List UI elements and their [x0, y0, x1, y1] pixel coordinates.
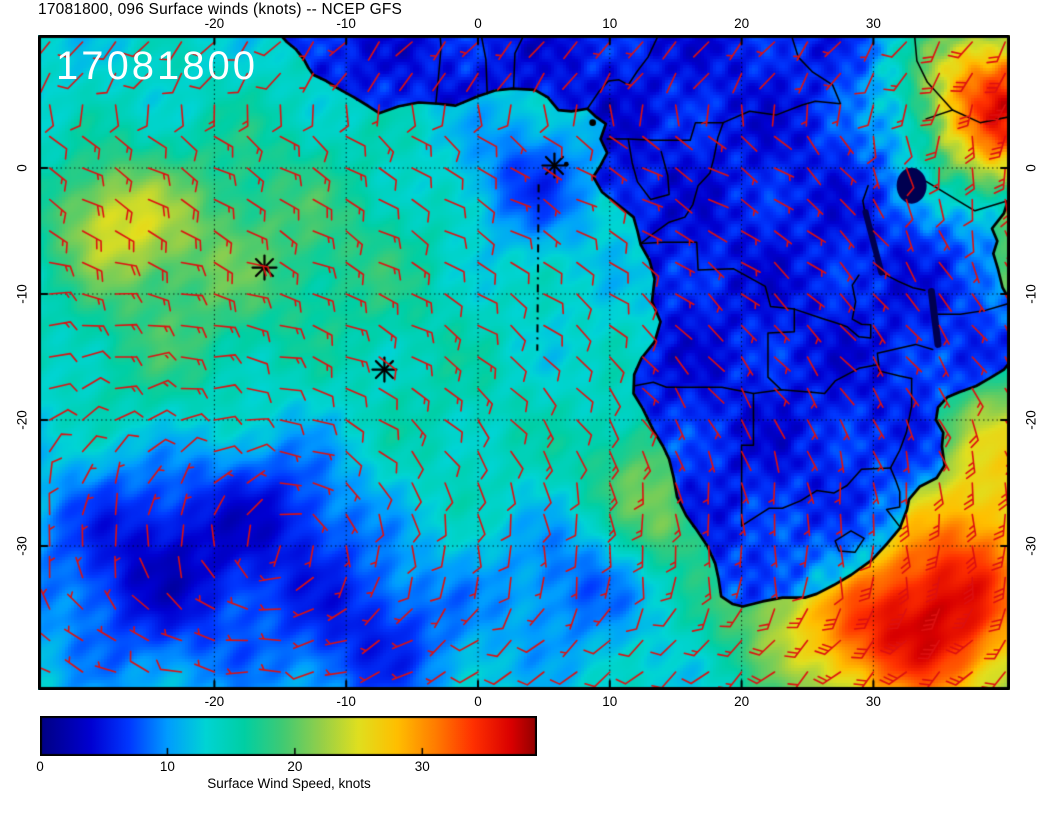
- colorbar-canvas: [40, 716, 537, 756]
- lon-tick-label-bottom: -20: [204, 694, 225, 709]
- colorbar-label: Surface Wind Speed, knots: [207, 776, 371, 791]
- lat-tick-label-left: -30: [14, 536, 30, 556]
- lon-tick-label-top: -20: [204, 16, 225, 31]
- lon-tick-label-top: 0: [474, 16, 482, 31]
- lat-tick-label-right: -10: [1023, 284, 1039, 304]
- colorbar-tick-label: 30: [414, 759, 430, 774]
- wind-map-canvas: [38, 35, 1010, 690]
- lon-tick-label-top: 30: [865, 16, 881, 31]
- lon-tick-label-top: 10: [602, 16, 618, 31]
- lat-tick-label-left: -10: [14, 284, 30, 304]
- lat-tick-label-left: -20: [14, 410, 30, 430]
- timestamp-overlay: 17081800: [56, 44, 258, 88]
- plot-title: 17081800, 096 Surface winds (knots) -- N…: [38, 1, 403, 18]
- lon-tick-label-bottom: 20: [734, 694, 750, 709]
- colorbar-tick-label: 10: [159, 759, 175, 774]
- lon-tick-label-bottom: 0: [474, 694, 482, 709]
- lat-tick-label-right: 0: [1023, 164, 1039, 172]
- colorbar-tick-label: 20: [287, 759, 303, 774]
- lon-tick-label-top: -10: [336, 16, 356, 31]
- colorbar-tick-label: 0: [36, 759, 44, 774]
- lat-tick-label-left: 0: [14, 164, 30, 172]
- lat-tick-label-right: -20: [1023, 410, 1039, 430]
- lon-tick-label-bottom: 30: [865, 694, 881, 709]
- lon-tick-label-top: 20: [734, 16, 750, 31]
- lat-tick-label-right: -30: [1023, 536, 1039, 556]
- lon-tick-label-bottom: -10: [336, 694, 356, 709]
- lon-tick-label-bottom: 10: [602, 694, 618, 709]
